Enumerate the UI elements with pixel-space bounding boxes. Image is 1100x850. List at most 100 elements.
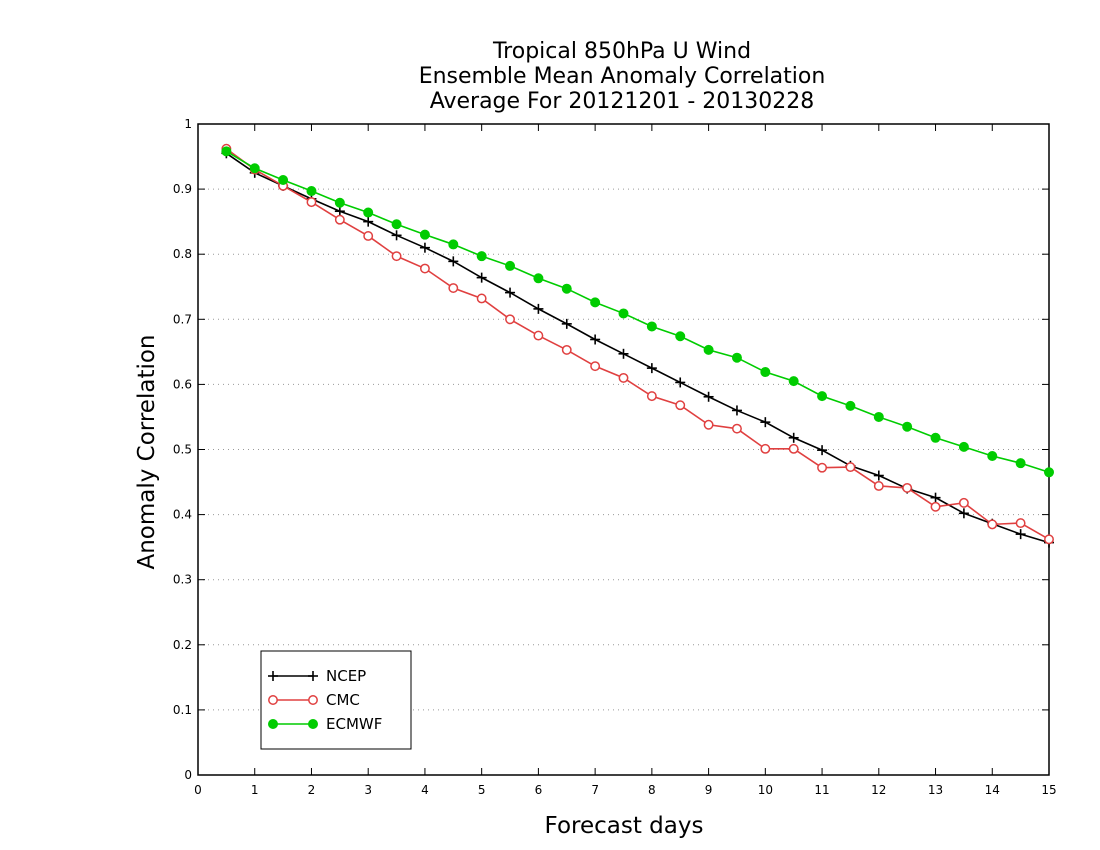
data-point-cmc [618, 372, 629, 383]
legend-marker [268, 695, 278, 705]
data-point-ecmwf [902, 421, 913, 432]
legend-label: CMC [326, 691, 360, 709]
series-line-cmc [225, 148, 1050, 541]
data-point-ecmwf [987, 451, 998, 462]
data-point-ecmwf [930, 432, 941, 443]
data-point-ncep [476, 272, 487, 283]
data-point-cmc [987, 519, 998, 530]
title-line-2: Ensemble Mean Anomaly Correlation [419, 64, 826, 89]
data-point-ncep [817, 445, 828, 456]
data-point-cmc [930, 501, 941, 512]
x-tick-label: 5 [478, 783, 486, 797]
x-tick-label: 1 [251, 783, 259, 797]
data-point-cmc [675, 400, 686, 411]
data-point-ecmwf [590, 297, 601, 308]
data-point-ncep [1015, 529, 1026, 540]
y-tick-label: 0.1 [173, 703, 192, 717]
legend-marker [308, 719, 318, 729]
legend-marker [308, 671, 318, 681]
data-point-ncep [703, 391, 714, 402]
data-point-cmc [561, 344, 572, 355]
data-point-ecmwf [476, 251, 487, 262]
data-point-cmc [1044, 534, 1054, 545]
data-point-ncep [561, 318, 572, 329]
data-point-ncep [675, 377, 686, 388]
title-line-1: Tropical 850hPa U Wind [492, 39, 751, 64]
data-point-ecmwf [675, 331, 686, 342]
y-tick-label: 0.7 [173, 312, 192, 326]
data-point-ncep [334, 206, 345, 217]
data-point-ecmwf [845, 400, 856, 411]
y-tick-label: 1 [184, 117, 192, 131]
data-point-ecmwf [249, 163, 260, 174]
data-point-cmc [306, 197, 317, 208]
x-tick-label: 6 [535, 783, 543, 797]
legend-label: NCEP [326, 667, 366, 685]
data-point-ecmwf [334, 197, 345, 208]
data-point-ecmwf [419, 229, 430, 240]
x-tick-label: 11 [814, 783, 829, 797]
data-point-cmc [533, 330, 544, 341]
x-tick-label: 13 [928, 783, 943, 797]
x-tick-label: 8 [648, 783, 656, 797]
legend-item-ecmwf: ECMWF [268, 715, 382, 733]
x-tick-label: 15 [1041, 783, 1056, 797]
series-ncep [221, 148, 1054, 548]
data-point-ecmwf [278, 174, 289, 185]
data-point-cmc [732, 423, 742, 434]
data-point-cmc [902, 482, 913, 493]
y-tick-label: 0.3 [173, 573, 192, 587]
data-point-ncep [363, 216, 374, 227]
y-tick-label: 0.5 [173, 443, 192, 457]
legend-marker [268, 671, 278, 681]
data-point-cmc [334, 214, 345, 225]
data-point-ecmwf [363, 207, 374, 218]
data-point-ecmwf [505, 260, 516, 271]
series-layer [221, 143, 1054, 548]
data-point-ecmwf [958, 441, 969, 452]
legend: NCEP CMC ECMWF [260, 650, 412, 750]
data-point-ecmwf [221, 146, 232, 157]
data-point-ecmwf [1044, 467, 1054, 478]
data-point-cmc [646, 391, 657, 402]
data-point-ncep [930, 492, 941, 503]
x-axis: 0 1 2 3 4 5 6 7 8 9 10 11 12 13 14 15 [194, 124, 1057, 797]
data-point-ecmwf [646, 321, 657, 332]
data-point-cmc [958, 497, 969, 508]
legend-item-ncep: NCEP [268, 667, 366, 685]
data-point-cmc [419, 263, 430, 274]
data-point-ecmwf [760, 367, 771, 378]
x-tick-label: 10 [758, 783, 773, 797]
data-point-ncep [618, 348, 629, 359]
grid-lines [198, 188, 1049, 711]
data-point-ncep [760, 417, 771, 428]
legend-marker [268, 719, 278, 729]
y-tick-label: 0.4 [173, 508, 192, 522]
data-point-cmc [845, 462, 856, 473]
data-point-cmc [590, 361, 601, 372]
data-point-ncep [448, 256, 459, 267]
series-line-ncep [225, 152, 1050, 544]
data-point-ecmwf [731, 352, 742, 363]
data-point-ecmwf [703, 344, 714, 355]
data-point-cmc [788, 443, 799, 454]
data-point-ecmwf [391, 219, 402, 230]
data-point-ncep [533, 303, 544, 314]
data-point-cmc [1015, 518, 1026, 529]
data-point-ncep [505, 287, 516, 298]
y-tick-label: 0 [184, 768, 192, 782]
y-tick-label: 0.2 [173, 638, 192, 652]
y-tick-label: 0.8 [173, 247, 192, 261]
x-tick-label: 2 [308, 783, 316, 797]
data-point-ecmwf [817, 391, 828, 402]
data-point-ncep [419, 242, 430, 253]
data-point-ecmwf [873, 411, 884, 422]
x-axis-label: Forecast days [545, 813, 704, 839]
y-axis-label: Anomaly Correlation [134, 334, 160, 569]
data-point-cmc [505, 314, 515, 325]
data-point-ecmwf [561, 283, 572, 294]
data-point-ecmwf [448, 239, 459, 250]
x-tick-label: 9 [705, 783, 713, 797]
